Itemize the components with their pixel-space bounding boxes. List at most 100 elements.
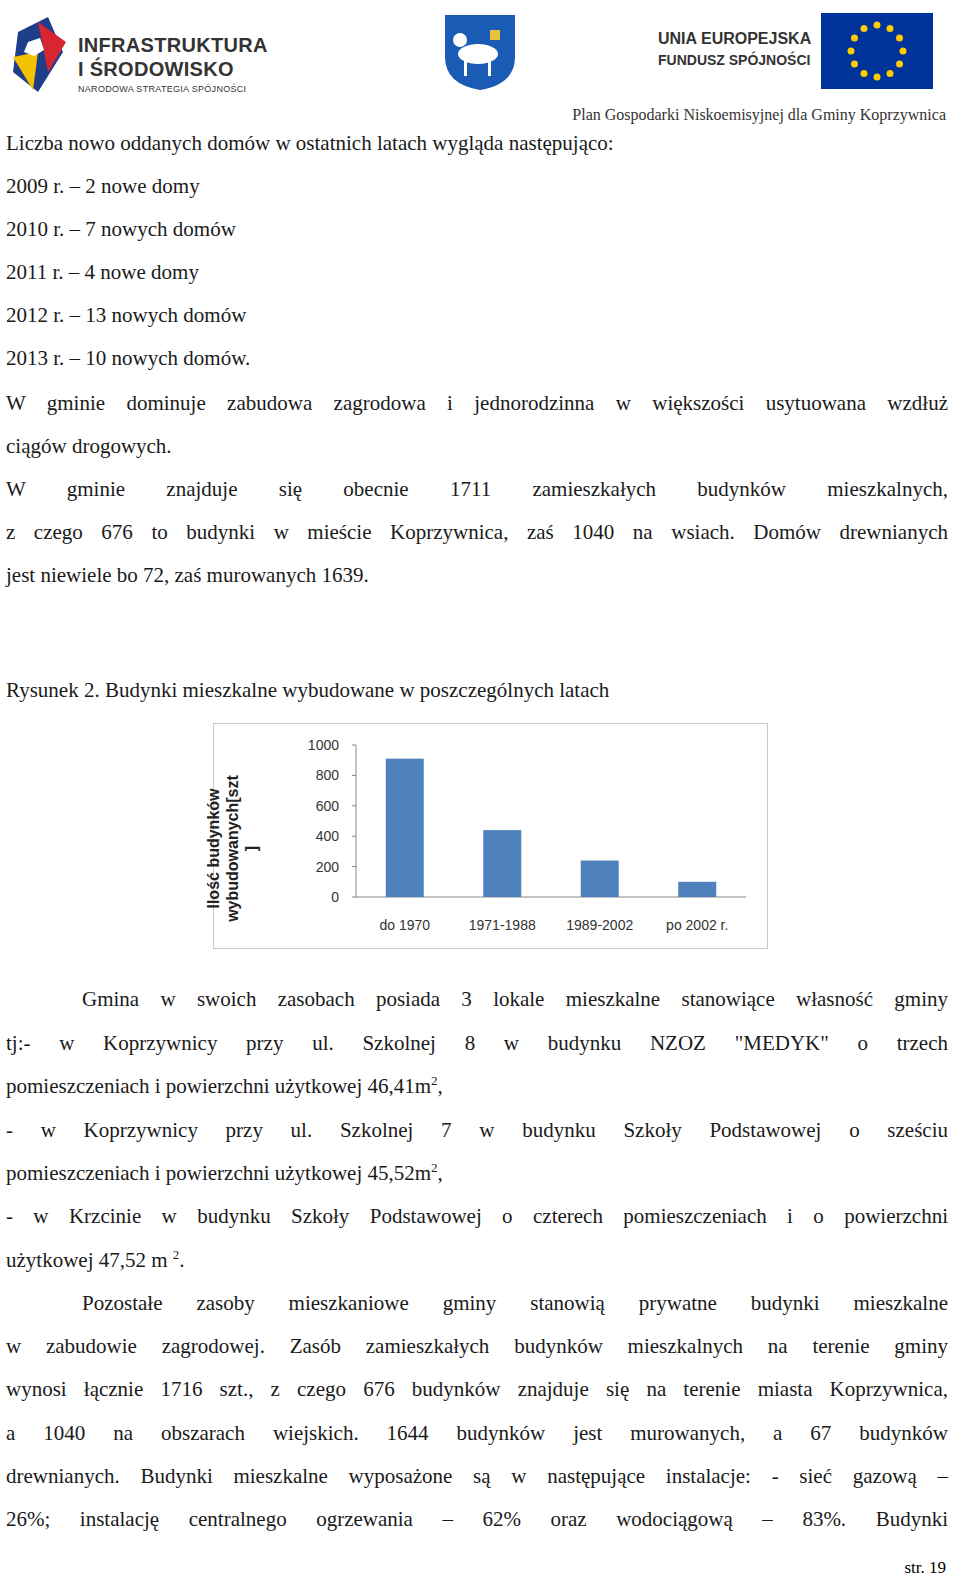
flag-star xyxy=(887,25,894,32)
text-line: 2012 r. – 13 nowych domów xyxy=(6,301,948,329)
text-line: pomieszczeniach i powierzchni użytkowej … xyxy=(6,1159,948,1187)
goat-leg xyxy=(488,60,491,76)
text-span: drewnianych. Budynki mieszkalne wyposażo… xyxy=(6,1464,948,1488)
y-tick xyxy=(352,805,356,806)
x-tick-label: 1989-2002 xyxy=(566,917,633,933)
logo-left-text: NARODOWA STRATEGIA SPÓJNOŚCI xyxy=(78,84,246,94)
flag-star xyxy=(851,35,858,42)
text-line: wynosi łącznie 1716 szt., z czego 676 bu… xyxy=(6,1375,948,1403)
text-span: w zabudowie zagrodowej. Zasób zamieszkał… xyxy=(6,1334,948,1358)
superscript: 2 xyxy=(173,1247,180,1262)
goat-leg xyxy=(464,60,467,76)
x-tick-label: po 2002 r. xyxy=(666,917,728,933)
y-axis-label: Ilość budynków wybudowanych[szt ] xyxy=(204,774,261,924)
text-span: 2010 r. – 7 nowych domów xyxy=(6,217,236,241)
flag-star xyxy=(874,74,881,81)
text-span: ciągów drogowych. xyxy=(6,434,172,458)
flag-bg xyxy=(821,13,933,89)
y-tick-label: 200 xyxy=(316,859,340,875)
flag-star xyxy=(887,70,894,77)
shield xyxy=(445,15,515,90)
text-line: w zabudowie zagrodowej. Zasób zamieszkał… xyxy=(6,1332,948,1360)
y-tick xyxy=(352,836,356,837)
text-span: z czego 676 to budynki w mieście Koprzyw… xyxy=(6,520,948,544)
eu-flag xyxy=(821,13,933,89)
text-span: - w Krzcinie w budynku Szkoły Podstawowe… xyxy=(6,1204,948,1228)
text-span: jest niewiele bo 72, zaś murowanych 1639… xyxy=(6,563,369,587)
logo-right-text: FUNDUSZ SPÓJNOŚCI xyxy=(658,52,810,68)
chart-box: Ilość budynków wybudowanych[szt ]0200400… xyxy=(213,723,768,949)
bar xyxy=(581,861,619,897)
flag-star xyxy=(900,48,907,55)
text-line: drewnianych. Budynki mieszkalne wyposażo… xyxy=(6,1462,948,1490)
flag-star xyxy=(874,22,881,29)
flag-star xyxy=(851,61,858,68)
y-tick-label: 600 xyxy=(316,798,340,814)
y-tick xyxy=(352,745,356,746)
page-number: str. 19 xyxy=(904,1558,946,1578)
text-line: jest niewiele bo 72, zaś murowanych 1639… xyxy=(6,561,948,589)
coat-of-arms xyxy=(442,12,518,92)
text-span: , xyxy=(438,1074,443,1098)
x-tick-label: do 1970 xyxy=(379,917,430,933)
text-line: 26%; instalację centralnego ogrzewania –… xyxy=(6,1505,948,1533)
text-line: z czego 676 to budynki w mieście Koprzyw… xyxy=(6,518,948,546)
text-span: Gmina w swoich zasobach posiada 3 lokale… xyxy=(82,987,948,1011)
text-line: pomieszczeniach i powierzchni użytkowej … xyxy=(6,1072,948,1100)
logo-left-text: INFRASTRUKTURA xyxy=(78,34,268,57)
flag-star xyxy=(896,61,903,68)
text-line: Pozostałe zasoby mieszkaniowe gminy stan… xyxy=(82,1289,948,1317)
text-span: pomieszczeniach i powierzchni użytkowej … xyxy=(6,1161,431,1185)
cross xyxy=(490,30,500,40)
text-line: - w Koprzywnicy przy ul. Szkolnej 7 w bu… xyxy=(6,1116,948,1144)
y-tick xyxy=(352,897,356,898)
text-line: 2009 r. – 2 nowe domy xyxy=(6,172,948,200)
y-tick xyxy=(352,775,356,776)
text-line: 2011 r. – 4 nowe domy xyxy=(6,258,948,286)
bar xyxy=(483,830,521,897)
text-line: 2010 r. – 7 nowych domów xyxy=(6,215,948,243)
text-line: Liczba nowo oddanych domów w ostatnich l… xyxy=(6,129,948,157)
flag-star xyxy=(896,35,903,42)
text-span: 2009 r. – 2 nowe domy xyxy=(6,174,200,198)
text-span: . xyxy=(179,1248,184,1272)
text-line: W gminie dominuje zabudowa zagrodowa i j… xyxy=(6,389,948,417)
text-span: Liczba nowo oddanych domów w ostatnich l… xyxy=(6,131,614,155)
y-tick xyxy=(352,866,356,867)
superscript: 2 xyxy=(431,1160,438,1175)
text-span: 26%; instalację centralnego ogrzewania –… xyxy=(6,1507,948,1531)
text-line: użytkowej 47,52 m 2. xyxy=(6,1246,948,1274)
bar xyxy=(386,759,424,897)
text-span: tj:- w Koprzywnicy przy ul. Szkolnej 8 w… xyxy=(6,1031,948,1055)
text-span: wynosi łącznie 1716 szt., z czego 676 bu… xyxy=(6,1377,948,1401)
text-line: ciągów drogowych. xyxy=(6,432,948,460)
running-title: Plan Gospodarki Niskoemisyjnej dla Gminy… xyxy=(572,106,946,124)
text-span: - w Koprzywnicy przy ul. Szkolnej 7 w bu… xyxy=(6,1118,948,1142)
logo-shape xyxy=(13,52,38,90)
text-line: - w Krzcinie w budynku Szkoły Podstawowe… xyxy=(6,1202,948,1230)
goat-head xyxy=(453,33,467,47)
flag-star xyxy=(848,48,855,55)
logo-shape xyxy=(24,38,44,56)
text-span: 2013 r. – 10 nowych domów. xyxy=(6,346,250,370)
text-span: 2012 r. – 13 nowych domów xyxy=(6,303,246,327)
logo-left-text: I ŚRODOWISKO xyxy=(78,58,234,81)
y-tick-label: 0 xyxy=(331,889,339,905)
text-span: W gminie dominuje zabudowa zagrodowa i j… xyxy=(6,391,948,415)
text-span: pomieszczeniach i powierzchni użytkowej … xyxy=(6,1074,431,1098)
chart-svg: 02004006008001000do 19701971-19881989-20… xyxy=(214,724,767,948)
text-line: W gminie znajduje się obecnie 1711 zamie… xyxy=(6,475,948,503)
figure-caption: Rysunek 2. Budynki mieszkalne wybudowane… xyxy=(6,676,609,704)
text-line: 2013 r. – 10 nowych domów. xyxy=(6,344,948,372)
y-tick-label: 800 xyxy=(316,767,340,783)
text-line: tj:- w Koprzywnicy przy ul. Szkolnej 8 w… xyxy=(6,1029,948,1057)
logo-left-graphic xyxy=(8,12,72,96)
text-span: W gminie znajduje się obecnie 1711 zamie… xyxy=(6,477,948,501)
text-span: , xyxy=(438,1161,443,1185)
flag-star xyxy=(861,70,868,77)
superscript: 2 xyxy=(431,1073,438,1088)
text-line: a 1040 na obszarach wiejskich. 1644 budy… xyxy=(6,1419,948,1447)
text-span: użytkowej 47,52 m xyxy=(6,1248,173,1272)
x-tick-label: 1971-1988 xyxy=(469,917,536,933)
y-tick-label: 400 xyxy=(316,828,340,844)
